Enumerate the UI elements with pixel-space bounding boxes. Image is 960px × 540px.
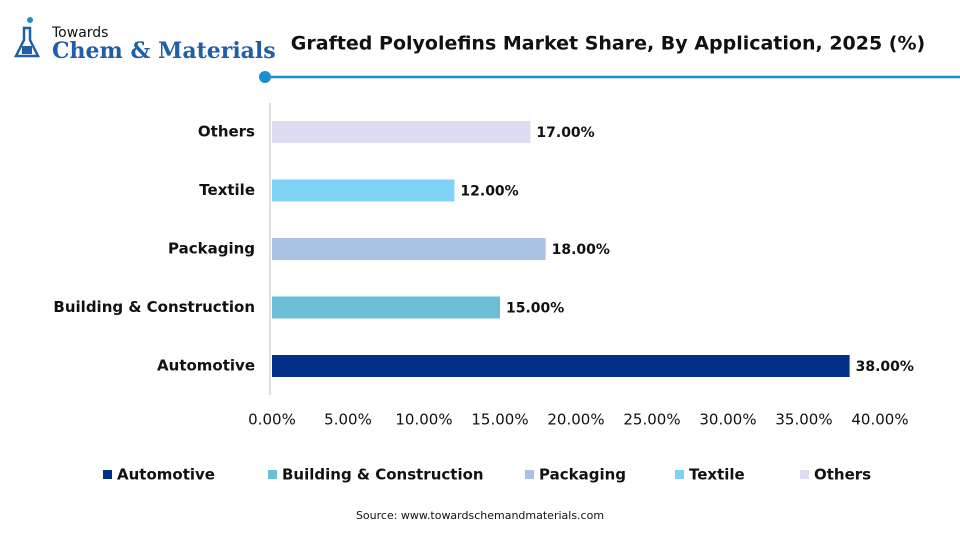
value-label: 17.00% bbox=[536, 125, 594, 141]
value-label: 38.00% bbox=[856, 359, 914, 375]
legend-swatch bbox=[268, 470, 277, 479]
y-tick-label: Textile bbox=[199, 181, 255, 199]
x-tick-label: 25.00% bbox=[623, 411, 680, 429]
y-tick-label: Packaging bbox=[168, 240, 255, 258]
value-label: 12.00% bbox=[460, 184, 518, 200]
bar bbox=[272, 355, 850, 377]
title-rule-dot bbox=[259, 71, 271, 83]
legend-label: Packaging bbox=[539, 466, 626, 484]
x-tick-label: 15.00% bbox=[471, 411, 528, 429]
legend-label: Others bbox=[814, 466, 871, 484]
chart-title: Grafted Polyolefins Market Share, By App… bbox=[291, 33, 925, 55]
logo-top: Towards bbox=[51, 25, 108, 41]
x-tick-label: 35.00% bbox=[775, 411, 832, 429]
y-tick-label: Building & Construction bbox=[53, 298, 255, 316]
legend-swatch bbox=[103, 470, 112, 479]
y-tick-label: Others bbox=[198, 123, 255, 141]
x-tick-label: 40.00% bbox=[851, 411, 908, 429]
bar bbox=[272, 121, 531, 143]
logo-icon bbox=[13, 17, 41, 58]
bar bbox=[272, 179, 455, 202]
logo-name: Chem & Materials bbox=[52, 38, 276, 64]
legend-swatch bbox=[675, 470, 684, 479]
legend-label: Building & Construction bbox=[282, 466, 484, 484]
legend-label: Automotive bbox=[117, 466, 215, 484]
x-tick-label: 0.00% bbox=[248, 411, 296, 429]
bar bbox=[272, 296, 500, 319]
source: Source: www.towardschemandmaterials.com bbox=[356, 509, 604, 522]
legend-swatch bbox=[800, 470, 809, 479]
value-label: 18.00% bbox=[552, 242, 610, 258]
legend-label: Textile bbox=[689, 466, 745, 484]
x-tick-label: 20.00% bbox=[547, 411, 604, 429]
x-tick-label: 5.00% bbox=[324, 411, 372, 429]
x-tick-label: 10.00% bbox=[395, 411, 452, 429]
x-tick-label: 30.00% bbox=[699, 411, 756, 429]
bar bbox=[272, 238, 546, 260]
legend-swatch bbox=[525, 470, 534, 479]
value-label: 15.00% bbox=[506, 301, 564, 317]
y-tick-label: Automotive bbox=[157, 357, 255, 375]
